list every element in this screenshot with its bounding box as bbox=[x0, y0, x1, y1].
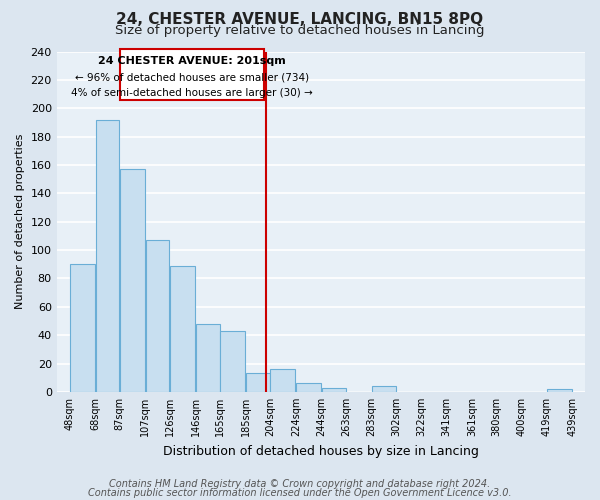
Bar bbox=[70, 264, 95, 392]
Bar bbox=[170, 266, 195, 392]
Bar bbox=[146, 240, 169, 392]
Text: Contains public sector information licensed under the Open Government Licence v3: Contains public sector information licen… bbox=[88, 488, 512, 498]
Text: Contains HM Land Registry data © Crown copyright and database right 2024.: Contains HM Land Registry data © Crown c… bbox=[109, 479, 491, 489]
Bar bbox=[220, 331, 245, 392]
FancyBboxPatch shape bbox=[119, 48, 263, 100]
Text: Size of property relative to detached houses in Lancing: Size of property relative to detached ho… bbox=[115, 24, 485, 37]
Bar bbox=[372, 386, 396, 392]
Text: 24, CHESTER AVENUE, LANCING, BN15 8PQ: 24, CHESTER AVENUE, LANCING, BN15 8PQ bbox=[116, 12, 484, 28]
Text: 4% of semi-detached houses are larger (30) →: 4% of semi-detached houses are larger (3… bbox=[71, 88, 313, 99]
Bar bbox=[95, 120, 119, 392]
Text: ← 96% of detached houses are smaller (734): ← 96% of detached houses are smaller (73… bbox=[74, 73, 309, 83]
Text: 24 CHESTER AVENUE: 201sqm: 24 CHESTER AVENUE: 201sqm bbox=[98, 56, 286, 66]
Bar bbox=[120, 169, 145, 392]
Bar bbox=[196, 324, 220, 392]
Bar bbox=[246, 374, 270, 392]
Bar bbox=[547, 389, 572, 392]
Bar bbox=[296, 384, 321, 392]
Bar bbox=[322, 388, 346, 392]
X-axis label: Distribution of detached houses by size in Lancing: Distribution of detached houses by size … bbox=[163, 444, 479, 458]
Bar bbox=[271, 369, 295, 392]
Y-axis label: Number of detached properties: Number of detached properties bbox=[15, 134, 25, 310]
